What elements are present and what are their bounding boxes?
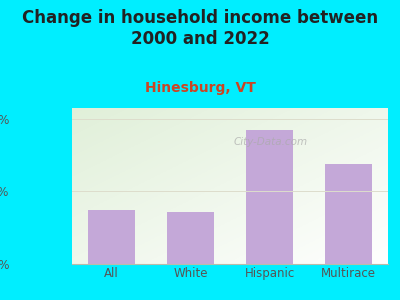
Text: Change in household income between
2000 and 2022: Change in household income between 2000 … [22,9,378,48]
Bar [246,130,293,264]
Bar [167,212,214,264]
Bar [325,164,372,264]
Text: Hinesburg, VT: Hinesburg, VT [144,81,256,95]
Text: City-Data.com: City-Data.com [234,137,308,147]
Bar [88,210,135,264]
